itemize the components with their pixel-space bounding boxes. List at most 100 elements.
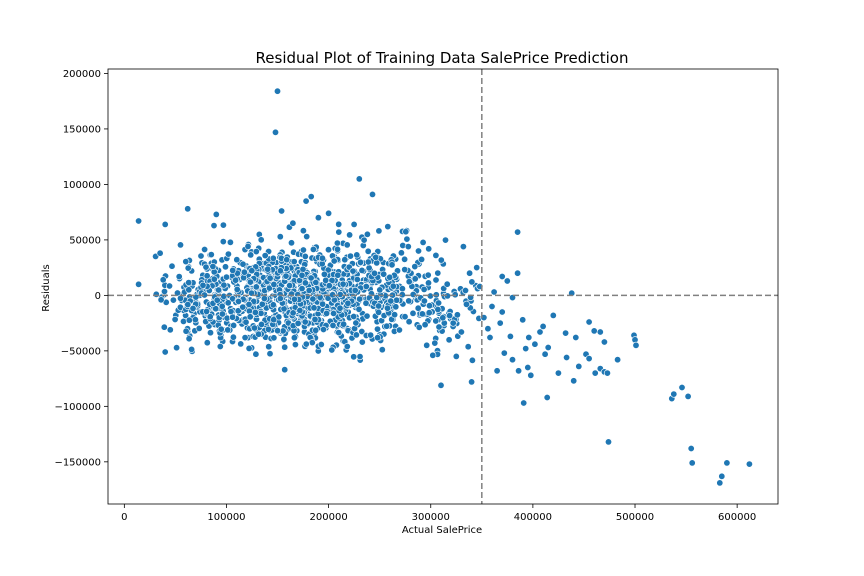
scatter-point [356,353,364,361]
scatter-point [344,299,352,307]
y-tick-label: 50000 [69,235,101,246]
scatter-point [446,312,454,320]
scatter-point [280,335,288,343]
scatter-point [352,319,360,327]
scatter-point [591,369,599,377]
scatter-point [241,334,249,342]
scatter-point [562,329,570,337]
scatter-point [418,310,426,318]
scatter-point [402,228,410,236]
scatter-point [156,249,164,257]
scatter-point [226,238,234,246]
scatter-point [439,314,447,322]
scatter-point [527,371,535,379]
scatter-point [429,351,437,359]
scatter-point [287,239,295,247]
scatter-point [334,271,342,279]
scatter-point [351,286,359,294]
scatter-point [230,321,238,329]
scatter-point [317,340,325,348]
scatter-point [296,306,304,314]
scatter-point [339,280,347,288]
scatter-point [488,302,496,310]
scatter-point [353,251,361,259]
scatter-point [160,323,168,331]
scatter-point [411,275,419,283]
scatter-point [234,307,242,315]
scatter-point [245,307,253,315]
scatter-point [174,289,182,297]
scatter-point [508,356,516,364]
scatter-point [452,352,460,360]
scatter-point [325,209,333,217]
scatter-point [468,278,476,286]
scatter-point [276,233,284,241]
scatter-point [220,281,228,289]
scatter-point [409,309,417,317]
scatter-point [260,295,268,303]
scatter-point [309,295,317,303]
scatter-point [244,242,252,250]
scatter-point [290,258,298,266]
scatter-point [255,330,263,338]
scatter-point [210,222,218,230]
scatter-point [206,313,214,321]
scatter-point [248,267,256,275]
scatter-point [185,286,193,294]
scatter-point [718,472,726,480]
scatter-point [177,241,185,249]
scatter-point [373,325,381,333]
scatter-point [723,459,731,467]
scatter-point [590,327,598,335]
scatter-point [745,460,753,468]
scatter-point [678,383,686,391]
scatter-point [392,303,400,311]
scatter-point [188,345,196,353]
scatter-point [257,320,265,328]
scatter-point [282,272,290,280]
y-tick-label: 200000 [63,69,101,80]
x-tick-label: 300000 [412,512,450,523]
scatter-point [395,326,403,334]
scatter-point [405,278,413,286]
scatter-point [340,320,348,328]
scatter-point [223,273,231,281]
scatter-point [687,444,695,452]
scatter-point [536,328,544,336]
scatter-point [459,243,467,251]
scatter-point [233,285,241,293]
scatter-point [684,392,692,400]
scatter-point [229,313,237,321]
y-tick-label: −50000 [61,346,101,357]
scatter-point [266,274,274,282]
scatter-point [312,326,320,334]
scatter-point [437,256,445,264]
scatter-point [265,343,273,351]
scatter-point [270,316,278,324]
scatter-point [389,282,397,290]
scatter-point [298,271,306,279]
scatter-point [437,381,445,389]
scatter-point [349,267,357,275]
y-tick-label: 0 [95,291,101,302]
x-tick-label: 400000 [514,512,552,523]
scatter-point [245,344,253,352]
scatter-point [269,301,277,309]
scatter-point [303,233,311,241]
scatter-point [203,272,211,280]
scatter-point [554,369,562,377]
scatter-point [232,276,240,284]
scatter-point [498,272,506,280]
scatter-point [222,263,230,271]
scatter-point [432,276,440,284]
scatter-point [215,286,223,294]
scatter-point [420,297,428,305]
scatter-point [269,254,277,262]
scatter-point [281,366,289,374]
scatter-point [173,344,181,352]
scatter-point [364,247,372,255]
scatter-point [152,290,160,298]
scatter-point [563,353,571,361]
scatter-point [166,326,174,334]
scatter-point [252,248,260,256]
